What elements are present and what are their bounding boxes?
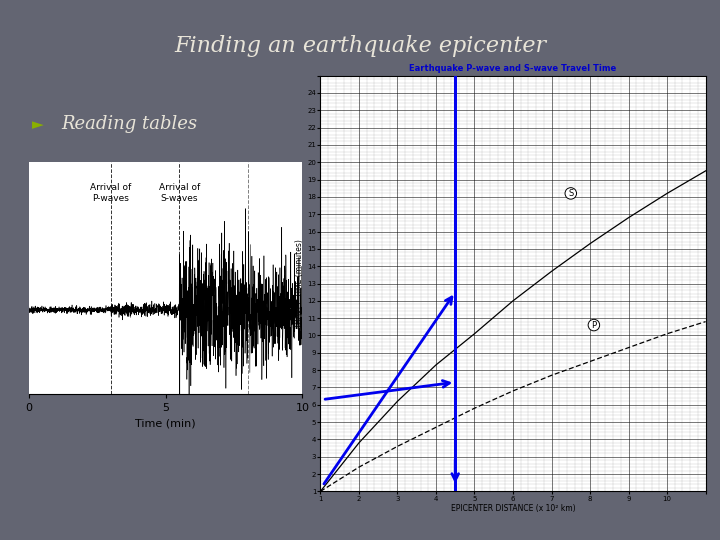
Text: ►: ► — [32, 117, 44, 132]
Text: Reading tables: Reading tables — [61, 115, 197, 133]
Text: Finding an earthquake epicenter: Finding an earthquake epicenter — [174, 35, 546, 57]
X-axis label: EPICENTER DISTANCE (x 10² km): EPICENTER DISTANCE (x 10² km) — [451, 504, 575, 514]
Title: Earthquake P-wave and S-wave Travel Time: Earthquake P-wave and S-wave Travel Time — [410, 64, 616, 73]
Text: P: P — [591, 321, 596, 329]
Text: Arrival of
P-waves: Arrival of P-waves — [90, 183, 132, 202]
Text: S: S — [568, 189, 573, 198]
X-axis label: Time (min): Time (min) — [135, 419, 196, 429]
Text: Arrival of
S-waves: Arrival of S-waves — [158, 183, 200, 202]
Y-axis label: TRAVEL TIME (minutes): TRAVEL TIME (minutes) — [295, 239, 305, 328]
